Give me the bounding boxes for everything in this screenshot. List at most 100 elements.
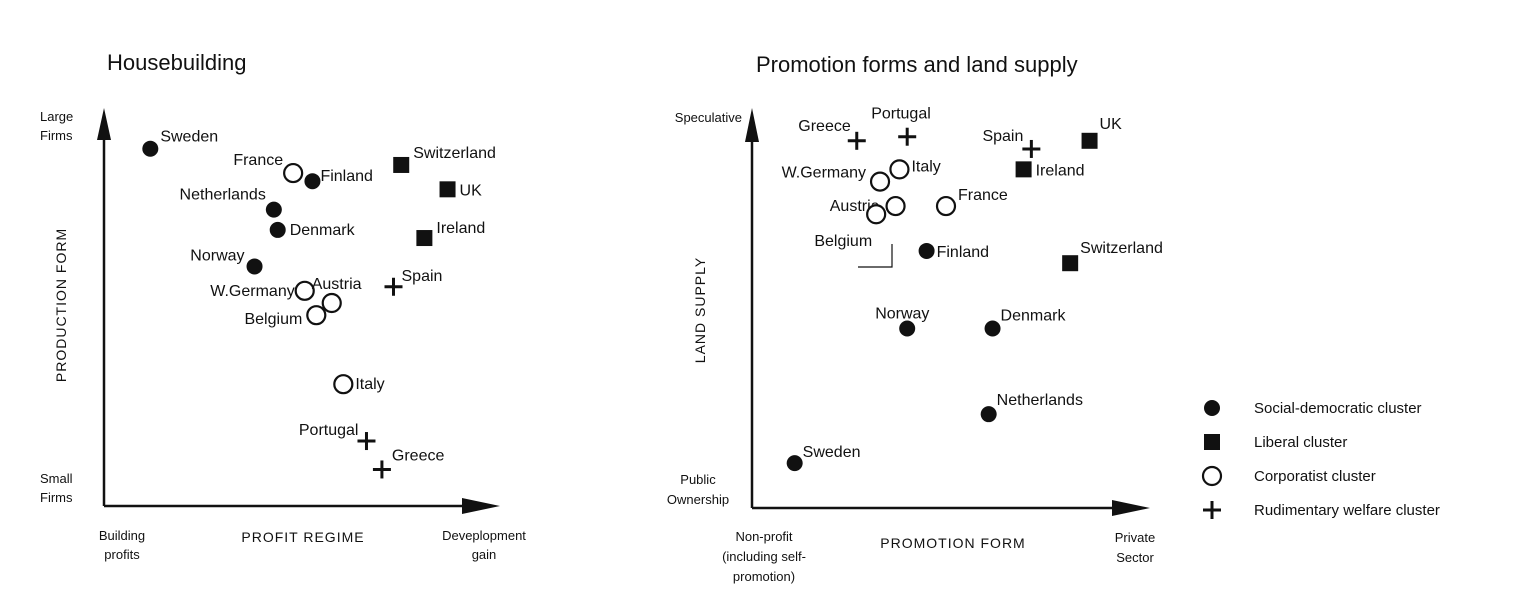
point-label: Finland (320, 168, 372, 185)
x-max-label: Private (1115, 530, 1155, 545)
legend-label: Rudimentary welfare cluster (1254, 502, 1440, 519)
point-label: Netherlands (997, 392, 1083, 409)
y-min-label: Firms (40, 490, 73, 505)
x-max-label: gain (472, 547, 497, 562)
point-label: Ireland (1036, 162, 1085, 179)
chart-promotion-forms: Promotion forms and land supply Speculat… (667, 52, 1163, 584)
filled-circle-marker (269, 221, 286, 238)
point-label: Sweden (160, 129, 218, 146)
point-label: Greece (798, 118, 851, 135)
point-label: W.Germany (210, 283, 294, 300)
plus-marker (1022, 139, 1041, 158)
plus-marker (384, 277, 403, 296)
filled-circle-marker (246, 258, 263, 275)
open-circle-marker (885, 195, 906, 217)
open-circle-marker (333, 374, 354, 395)
belgium-leader-line (858, 244, 893, 268)
point-label: Norway (875, 305, 929, 322)
legend-item: Liberal cluster (1204, 434, 1347, 451)
filled-circle-marker (786, 455, 803, 472)
legend-item: Social-democratic cluster (1204, 400, 1422, 417)
plus-marker (847, 131, 866, 150)
y-max-label: Firms (40, 128, 73, 143)
y-min-label: Public (680, 472, 716, 487)
legend: Social-democratic cluster Liberal cluster… (1201, 400, 1440, 519)
point-label: Netherlands (180, 187, 266, 204)
chart-title: Promotion forms and land supply (756, 52, 1078, 77)
open-circle-marker (869, 171, 891, 192)
filled-circle-marker (918, 242, 935, 259)
plot-area: Finland Norway Denmark Netherlands Sweden UK I… (782, 106, 1163, 472)
point-label: W.Germany (782, 165, 866, 182)
filled-circle-marker (899, 320, 916, 337)
point-label: Sweden (803, 444, 861, 461)
open-circle-marker (294, 280, 315, 301)
legend-item: Rudimentary welfare cluster (1203, 501, 1440, 519)
point-label: Finland (937, 244, 989, 261)
point-label: Italy (911, 158, 940, 175)
filled-square-marker (1062, 255, 1079, 272)
y-axis-arrow (745, 108, 759, 142)
point-label: Norway (190, 247, 244, 264)
plot-area: Sweden Finland Netherlands Denmark Norway Swi… (142, 129, 496, 479)
y-max-label: Speculative (675, 110, 742, 125)
open-circle-marker (306, 305, 327, 326)
point-label: Switzerland (1080, 240, 1163, 257)
point-label: Portugal (871, 106, 931, 123)
point-label: Switzerland (413, 145, 496, 162)
point-label: Ireland (436, 220, 485, 237)
plus-marker (372, 460, 391, 479)
point-label: Denmark (290, 222, 356, 239)
point-label: Denmark (1001, 307, 1067, 324)
open-circle-marker (321, 292, 342, 314)
point-label: France (958, 187, 1008, 204)
filled-circle-marker (984, 320, 1001, 337)
y-max-label: Large (40, 109, 73, 124)
filled-square-marker (1081, 132, 1098, 149)
legend-item: Corporatist cluster (1201, 465, 1376, 487)
x-axis-label: PROFIT REGIME (241, 529, 364, 545)
open-circle-marker (889, 159, 910, 180)
open-circle-marker (935, 195, 957, 217)
filled-square-marker (439, 181, 456, 198)
filled-square-marker (393, 156, 410, 173)
x-axis-label: PROMOTION FORM (880, 535, 1025, 551)
legend-label: Liberal cluster (1254, 434, 1347, 451)
legend-label: Social-democratic cluster (1254, 400, 1422, 417)
point-label: Portugal (299, 422, 359, 439)
x-min-label: profits (104, 547, 140, 562)
y-axis-label: LAND SUPPLY (692, 257, 708, 363)
point-label: Belgium (814, 233, 872, 250)
point-label: Italy (355, 376, 384, 393)
point-label: France (233, 152, 283, 169)
filled-circle-marker (1204, 400, 1220, 416)
point-label: UK (1100, 116, 1123, 133)
x-min-label: Building (99, 528, 145, 543)
filled-square-marker (1015, 161, 1032, 178)
y-axis-label: PRODUCTION FORM (53, 228, 69, 382)
point-label: Belgium (244, 311, 302, 328)
point-label: Spain (982, 128, 1023, 145)
filled-square-marker (416, 230, 433, 247)
y-axis-arrow (97, 108, 111, 140)
legend-label: Corporatist cluster (1254, 468, 1376, 485)
point-label: Greece (392, 447, 445, 464)
y-min-label: Small (40, 471, 73, 486)
filled-circle-marker (265, 201, 282, 218)
x-min-label: (including self- (722, 549, 806, 564)
open-circle-marker (1201, 465, 1223, 487)
open-circle-marker (283, 162, 304, 184)
x-min-label: Non-profit (735, 529, 792, 544)
x-max-label: Deveplopment (442, 528, 526, 543)
x-axis-arrow (1112, 500, 1150, 516)
filled-circle-marker (980, 406, 997, 423)
plus-marker (898, 127, 917, 146)
filled-square-marker (1204, 434, 1220, 450)
filled-circle-marker (304, 173, 321, 190)
plus-marker (1203, 501, 1221, 519)
x-max-label: Sector (1116, 550, 1154, 565)
filled-circle-marker (142, 140, 159, 157)
chart-housebuilding: Housebuilding Large Firms Small Firms PR… (40, 50, 526, 562)
point-label: Austria (312, 276, 362, 293)
